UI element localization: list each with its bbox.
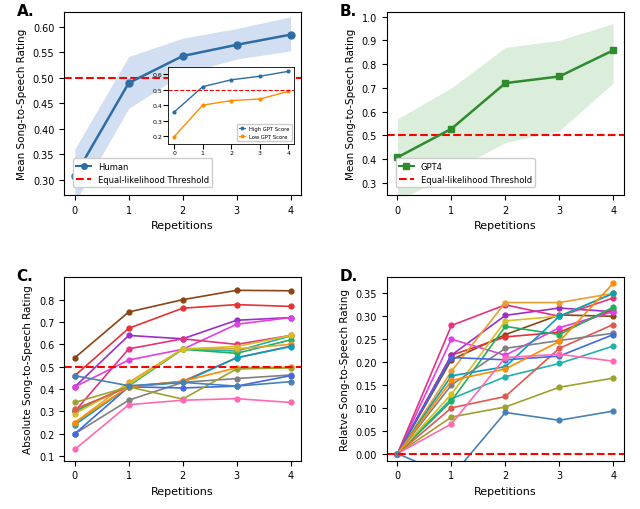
Text: D.: D. xyxy=(339,269,358,284)
Legend: Human, Equal-likelihood Threshold: Human, Equal-likelihood Threshold xyxy=(73,159,212,188)
Legend: GPT4, Equal-likelihood Threshold: GPT4, Equal-likelihood Threshold xyxy=(396,159,535,188)
Y-axis label: Mean Song-to-Speech Rating: Mean Song-to-Speech Rating xyxy=(346,29,356,180)
Y-axis label: Absolute Song-to-Speech Rating: Absolute Song-to-Speech Rating xyxy=(23,285,33,454)
Text: A.: A. xyxy=(17,4,34,18)
Y-axis label: Relatve Song-to-Speech Rating: Relatve Song-to-Speech Rating xyxy=(340,289,350,450)
X-axis label: Repetitions: Repetitions xyxy=(474,221,537,231)
X-axis label: Repetitions: Repetitions xyxy=(151,486,214,496)
Y-axis label: Mean Song-to-Speech Rating: Mean Song-to-Speech Rating xyxy=(17,29,27,180)
X-axis label: Repetitions: Repetitions xyxy=(151,221,214,231)
X-axis label: Repetitions: Repetitions xyxy=(474,486,537,496)
Text: B.: B. xyxy=(339,4,356,18)
Text: C.: C. xyxy=(17,269,33,284)
